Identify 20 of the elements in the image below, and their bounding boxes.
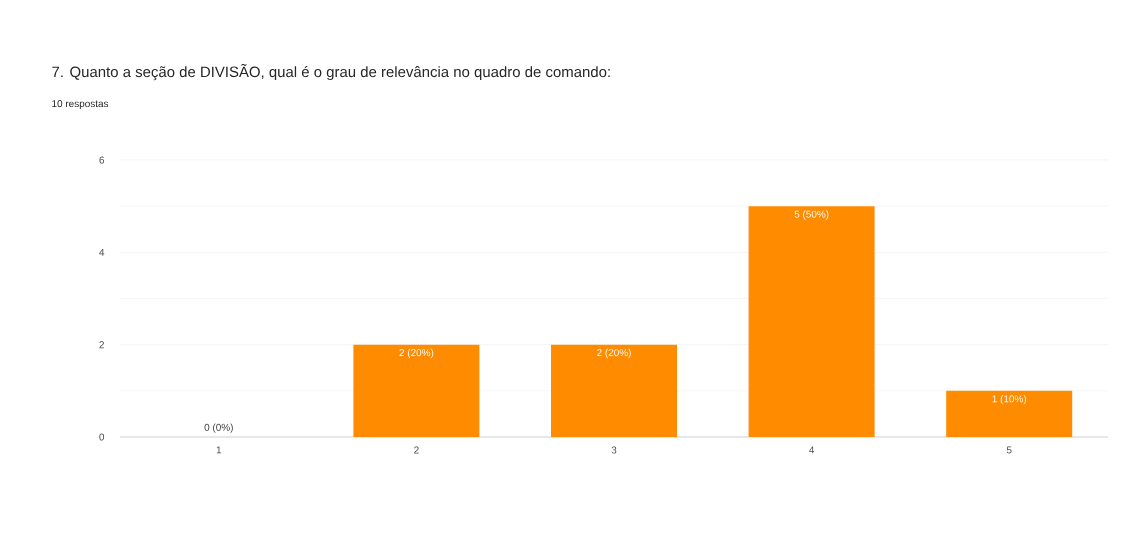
y-tick-label: 2 xyxy=(99,341,104,349)
y-tick-label: 4 xyxy=(99,248,105,256)
data-label: 2 (20%) xyxy=(597,348,631,359)
bar xyxy=(353,344,480,437)
data-label: 5 (50%) xyxy=(794,210,829,220)
chart-title: 7. Quanto a seção de DIVISÃO, qual é o grau de relevância no quadro de comando: xyxy=(52,63,610,81)
data-label: 0 (0%) xyxy=(204,423,233,433)
data-label: 2 (20%) xyxy=(399,348,434,359)
x-tick-label: 4 xyxy=(809,446,815,454)
bar xyxy=(748,206,875,437)
y-tick-label: 0 xyxy=(99,433,105,441)
data-label: 1 (10%) xyxy=(992,395,1027,405)
bar xyxy=(551,344,677,437)
x-tick-label: 1 xyxy=(216,446,222,454)
bar xyxy=(946,390,1073,437)
y-tick-label: 6 xyxy=(99,156,105,164)
x-tick-label: 2 xyxy=(414,446,419,454)
x-tick-label: 5 xyxy=(1006,446,1012,454)
chart-subtitle: 10 respostas xyxy=(52,100,109,110)
x-tick-label: 3 xyxy=(611,446,617,454)
